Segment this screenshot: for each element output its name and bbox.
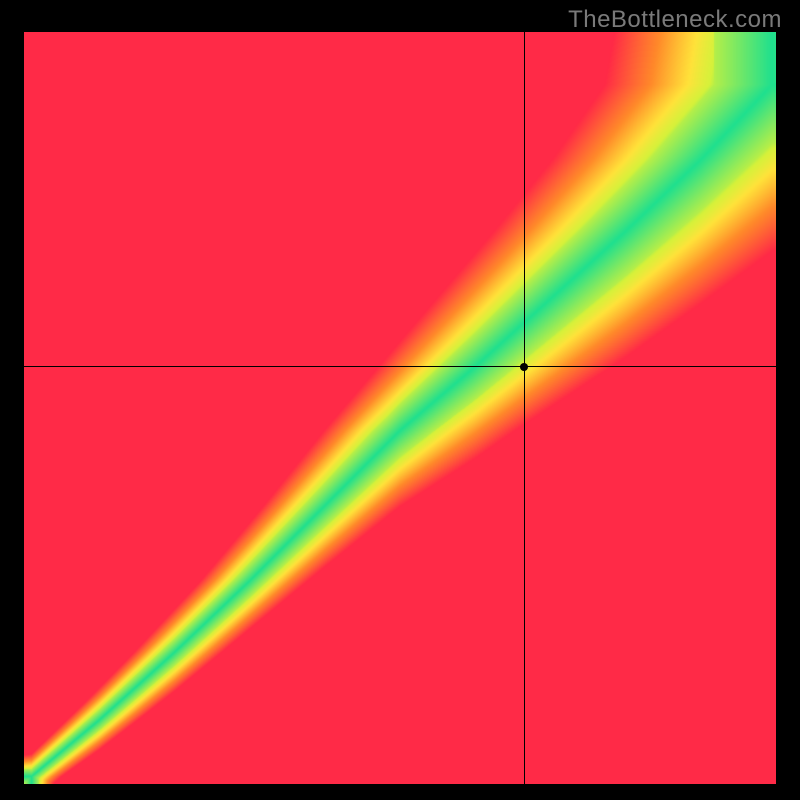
crosshair-marker xyxy=(520,363,528,371)
crosshair-vertical xyxy=(524,32,525,784)
heatmap-plot-area xyxy=(24,32,776,784)
crosshair-horizontal xyxy=(24,366,776,367)
heatmap-canvas xyxy=(24,32,776,784)
watermark-text: TheBottleneck.com xyxy=(568,6,782,34)
heatmap-canvas-wrap xyxy=(24,32,776,784)
